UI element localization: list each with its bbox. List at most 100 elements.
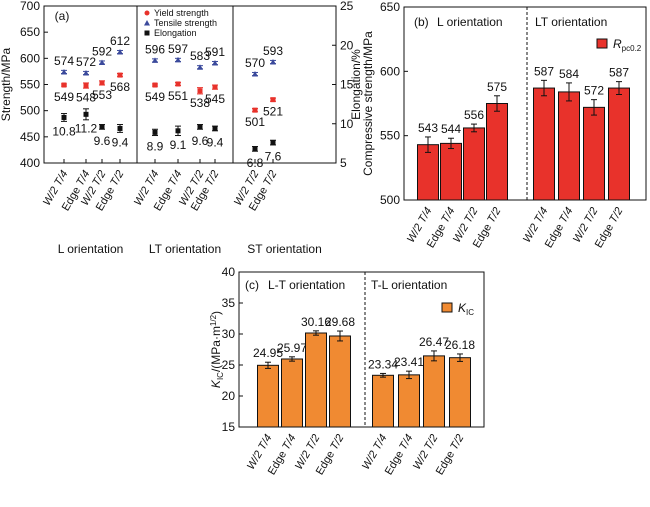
panel-a-elongation-point bbox=[61, 114, 67, 120]
panel-a-yield-point bbox=[83, 83, 89, 89]
panel-b-bar bbox=[417, 144, 439, 201]
panel-a-tensile-point bbox=[270, 58, 276, 65]
panel-a-yield-value: 553 bbox=[92, 88, 112, 102]
panel-b-group-label: LT orientation bbox=[535, 15, 607, 29]
panel-c-bar bbox=[305, 332, 327, 428]
panel-a-yield-point bbox=[99, 80, 105, 86]
panel-a-tensile-value: 597 bbox=[168, 42, 188, 56]
panel-a-yield-point bbox=[117, 72, 123, 78]
panel-c-bar bbox=[423, 355, 445, 428]
svg-text:KIC/(MPa·m1/2): KIC/(MPa·m1/2) bbox=[209, 311, 225, 388]
panel-a-elongation-point bbox=[175, 128, 181, 134]
panel-a-tensile-value: 593 bbox=[263, 44, 283, 58]
panel-b-ytick-label: 600 bbox=[380, 64, 400, 78]
panel-c-bar bbox=[372, 374, 394, 428]
panel-c-value-label: 25.97 bbox=[277, 341, 307, 355]
panel-c-error-bar bbox=[406, 370, 412, 380]
panel-a-y2tick-label: 15 bbox=[340, 78, 354, 92]
panel-c-error-bar bbox=[380, 372, 386, 378]
panel-a-elongation-value: 9.6 bbox=[94, 134, 111, 148]
panel-a-tensile-point bbox=[117, 49, 123, 55]
panel-c-ylabel: KIC/(MPa·m1/2) bbox=[209, 311, 225, 388]
panel-c-group-label: L-T orientation bbox=[268, 278, 345, 292]
panel-a-group-label: ST orientation bbox=[247, 242, 322, 256]
panel-a-elongation-value: 9.1 bbox=[170, 138, 187, 152]
panel-a-group-label: L orientation bbox=[58, 242, 124, 256]
panel-c-legend-label: KIC bbox=[458, 301, 474, 317]
panel-a-label: (a) bbox=[55, 9, 70, 23]
panel-a-tensile-value: 583 bbox=[190, 49, 210, 63]
panel-a-elongation-value: 9.4 bbox=[112, 135, 129, 149]
panel-a-elongation-point bbox=[83, 111, 89, 117]
panel-c-value-label: 29.68 bbox=[325, 315, 355, 329]
panel-c-value-label: 26.47 bbox=[419, 335, 449, 349]
panel-a-legend-label: Elongation bbox=[154, 28, 197, 38]
panel-b-value-label: 587 bbox=[609, 66, 629, 80]
panel-b-value-label: 543 bbox=[418, 121, 438, 135]
panel-a-elongation-value: 10.8 bbox=[52, 124, 76, 138]
panel-a-yield-value: 549 bbox=[145, 90, 165, 104]
panel-a-yield-value: 538 bbox=[190, 96, 210, 110]
panel-a-tensile-point bbox=[212, 60, 218, 66]
panel-c-value-label: 23.41 bbox=[394, 355, 424, 369]
panel-a-tensile-point bbox=[83, 69, 89, 76]
panel-c-error-bar bbox=[313, 330, 319, 336]
panel-a-ytick-label: 700 bbox=[20, 0, 40, 13]
panel-b-error-bar bbox=[566, 82, 572, 102]
panel-b-label: (b) bbox=[414, 15, 429, 29]
panel-c-ytick-label: 40 bbox=[222, 265, 236, 279]
panel-c-ytick-label: 35 bbox=[222, 296, 236, 310]
panel-c-ytick-label: 20 bbox=[222, 389, 236, 403]
panel-c-ytick-label: 15 bbox=[222, 420, 236, 434]
panel-a-tensile-point bbox=[61, 68, 67, 75]
panel-a-y2tick-label: 20 bbox=[340, 38, 354, 52]
panel-c-bar bbox=[398, 374, 420, 428]
panel-a-elongation-value: 8.9 bbox=[147, 139, 164, 153]
panel-a-tensile-value: 591 bbox=[205, 45, 225, 59]
panel-a-yield-point bbox=[270, 97, 276, 103]
panel-a-elongation-point bbox=[252, 146, 258, 152]
panel-b-error-bar bbox=[425, 136, 431, 153]
panel-b-bar bbox=[440, 142, 462, 201]
panel-b-error-bar bbox=[541, 79, 547, 97]
panel-a-ytick-label: 450 bbox=[20, 130, 40, 144]
panel-a-yield-value: 551 bbox=[168, 89, 188, 103]
panel-b-frame bbox=[403, 6, 647, 201]
panel-a-elongation-value: 9.4 bbox=[207, 135, 224, 149]
panel-a-yield-point bbox=[61, 82, 67, 88]
panel-c-bar bbox=[329, 335, 351, 428]
panel-a-legend-label: Yield strength bbox=[154, 8, 209, 18]
panel-c-bar bbox=[281, 358, 303, 428]
panel-b-ytick-label: 650 bbox=[380, 0, 400, 14]
panel-c-value-label: 30.16 bbox=[301, 315, 331, 329]
panel-a-y2label: Elongation/% bbox=[349, 49, 363, 120]
panel-a-legend-marker bbox=[144, 10, 150, 16]
panel-a-elongation-point bbox=[117, 125, 123, 131]
panel-c-legend-swatch bbox=[441, 302, 453, 313]
panel-c-frame bbox=[238, 271, 485, 428]
panel-c-group-label: T-L orientation bbox=[371, 278, 447, 292]
panel-b-bar bbox=[583, 106, 605, 201]
panel-a-yield-value: 521 bbox=[263, 105, 283, 119]
panel-a-tensile-value: 570 bbox=[245, 56, 265, 70]
panel-b-error-bar bbox=[494, 95, 500, 112]
panel-b-ytick-label: 500 bbox=[380, 193, 400, 207]
panel-a-ytick-label: 650 bbox=[20, 25, 40, 39]
panel-b-value-label: 575 bbox=[487, 80, 507, 94]
panel-b-bar bbox=[486, 103, 508, 201]
panel-a-y2tick-label: 5 bbox=[340, 156, 347, 170]
panel-c-label: (c) bbox=[245, 278, 259, 292]
panel-a-tensile-point bbox=[197, 64, 203, 70]
panel-a-ylabel: Strength/MPa bbox=[0, 47, 13, 121]
panel-c-ytick-label: 25 bbox=[222, 358, 236, 372]
panel-c-error-bar bbox=[289, 356, 295, 362]
panel-a-yield-value: 549 bbox=[54, 90, 74, 104]
panel-a-elongation-point bbox=[99, 124, 105, 130]
panel-a-elongation-point bbox=[212, 125, 218, 131]
panel-a-yield-value: 548 bbox=[76, 91, 96, 105]
panel-b-error-bar bbox=[616, 81, 622, 95]
panel-a-elongation-value: 7.6 bbox=[265, 150, 282, 164]
panel-a-y2tick-label: 10 bbox=[340, 117, 354, 131]
panel-a-tensile-point bbox=[175, 56, 181, 63]
